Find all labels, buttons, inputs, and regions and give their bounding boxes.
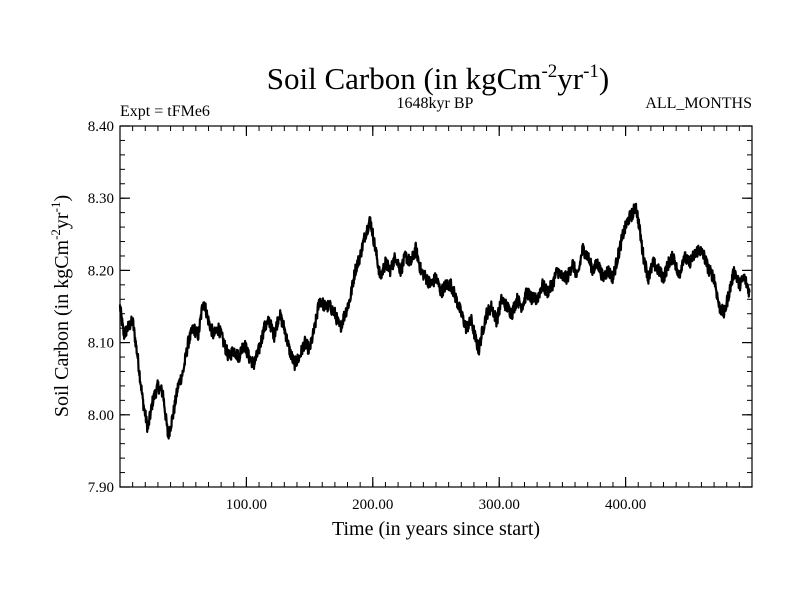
series-line [118, 202, 751, 440]
y-axis-label-end: ) [51, 195, 73, 202]
subtitle-center: 1648kyr BP [397, 95, 474, 112]
y-tick-label: 8.10 [88, 336, 114, 352]
x-tick-label: 400.00 [605, 497, 646, 513]
y-tick-label: 8.30 [88, 191, 114, 207]
x-tick-label: 200.00 [352, 497, 393, 513]
y-tick-label: 7.90 [88, 480, 114, 496]
chart-title-sup1: -2 [541, 61, 557, 82]
y-axis-label-mid: yr [51, 212, 73, 229]
y-axis-label-main: Soil Carbon (in kgCm [51, 239, 73, 417]
y-tick-label: 8.20 [88, 263, 114, 279]
chart-title-sup2: -1 [583, 61, 599, 82]
chart-title-main: Soil Carbon (in kgCm [267, 61, 542, 96]
y-axis-label: Soil Carbon (in kgCm-2yr-1) [48, 195, 73, 417]
y-axis-label-sup2: -1 [48, 202, 63, 213]
x-tick-label: 300.00 [479, 497, 520, 513]
subtitle-left: Expt = tFMe6 [120, 103, 210, 120]
minor-ticks [120, 126, 752, 487]
x-axis-ticks: 100.00 200.00 300.00 400.00 [226, 126, 646, 513]
chart-title-mid: yr [557, 61, 584, 96]
chart-title-end: ) [599, 61, 609, 96]
plot-frame [119, 125, 753, 488]
y-axis-ticks: 7.90 8.00 8.10 8.20 8.30 8.40 [88, 119, 752, 496]
y-tick-label: 8.40 [88, 119, 114, 135]
x-tick-label: 100.00 [226, 497, 267, 513]
y-axis-label-sup1: -2 [48, 229, 63, 240]
y-tick-label: 8.00 [88, 408, 114, 424]
subtitle-right: ALL_MONTHS [645, 95, 752, 112]
x-axis-label: Time (in years since start) [332, 518, 540, 540]
chart-title: Soil Carbon (in kgCm-2yr-1) [267, 61, 610, 96]
